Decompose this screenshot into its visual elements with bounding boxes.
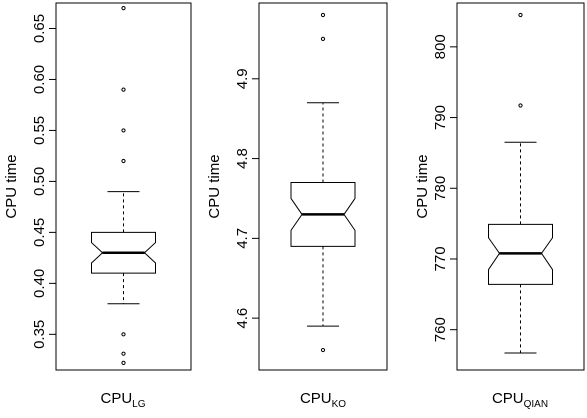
y-tick-label: 0.40 bbox=[31, 269, 48, 298]
plot-frame-2 bbox=[258, 2, 388, 371]
y-axis-label: CPU time bbox=[3, 154, 20, 218]
y-tick-label: 4.6 bbox=[234, 308, 251, 329]
x-axis-label: CPULG bbox=[100, 390, 145, 410]
y-axis-label: CPU time bbox=[206, 154, 223, 218]
outlier-point bbox=[121, 158, 126, 164]
outlier-point bbox=[121, 87, 126, 92]
outlier-point bbox=[121, 351, 126, 356]
plot-frame-3 bbox=[456, 2, 585, 371]
outlier-point bbox=[320, 347, 326, 353]
y-tick-label: 800 bbox=[432, 34, 449, 59]
x-axis-label-main: CPU bbox=[100, 390, 132, 407]
y-tick-label: 0.55 bbox=[31, 116, 48, 145]
y-tick-label: 0.35 bbox=[31, 320, 48, 349]
y-axis-label: CPU time bbox=[414, 154, 431, 218]
outlier-point bbox=[121, 5, 126, 11]
y-tick-label: 780 bbox=[432, 176, 449, 201]
outlier-point bbox=[320, 12, 326, 18]
x-axis-label: CPUQIAN bbox=[492, 390, 548, 410]
y-tick-label: 790 bbox=[432, 105, 449, 130]
plot-frame-1 bbox=[55, 2, 192, 371]
y-tick-label: 4.8 bbox=[234, 148, 251, 169]
y-tick-label: 0.65 bbox=[31, 14, 48, 43]
outlier-point bbox=[121, 360, 126, 365]
x-axis-label-subscript: KO bbox=[332, 399, 347, 410]
x-axis-label-subscript: LG bbox=[132, 399, 146, 410]
x-axis-label-main: CPU bbox=[492, 390, 524, 407]
y-tick-label: 770 bbox=[432, 246, 449, 271]
x-axis-label: CPUKO bbox=[300, 390, 346, 410]
outlier-point bbox=[121, 128, 126, 133]
x-axis-label-subscript: QIAN bbox=[524, 399, 548, 410]
outlier-point bbox=[518, 103, 523, 108]
x-axis-label-main: CPU bbox=[300, 390, 332, 407]
y-tick-label: 760 bbox=[432, 317, 449, 342]
outlier-point bbox=[320, 36, 326, 42]
y-tick-label: 4.9 bbox=[234, 68, 251, 89]
y-tick-label: 0.50 bbox=[31, 167, 48, 196]
y-tick-label: 0.45 bbox=[31, 218, 48, 247]
outlier-point bbox=[121, 332, 126, 337]
outlier-point bbox=[518, 12, 523, 18]
y-tick-label: 4.7 bbox=[234, 228, 251, 249]
y-tick-label: 0.60 bbox=[31, 65, 48, 94]
